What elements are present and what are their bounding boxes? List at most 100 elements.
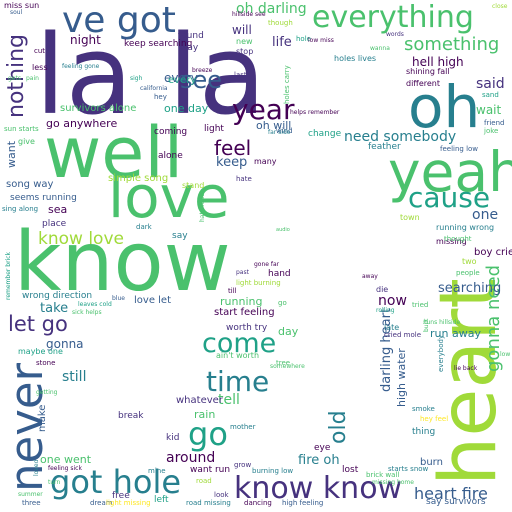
word-people: people <box>456 269 480 277</box>
word-love: love <box>108 163 230 231</box>
word-grow: grow <box>234 461 252 469</box>
word-hole: hole <box>296 35 311 43</box>
word-gone-far: gone far <box>254 261 280 268</box>
word-blue: blue <box>112 295 125 302</box>
word-hey-feel: hey feel <box>420 415 449 423</box>
word-pain: pain <box>26 75 39 82</box>
word-hate: hate <box>236 175 252 183</box>
word-burn: burn <box>420 457 443 468</box>
word-night: night <box>70 33 101 47</box>
word-low-note: low note <box>500 351 512 358</box>
word-take: take <box>40 301 69 316</box>
word-break: break <box>118 411 144 421</box>
word-wind: wind <box>276 127 293 135</box>
word-wrong-direction: wrong direction <box>22 291 93 301</box>
word-lost: lost <box>342 465 359 475</box>
word-whatever: whatever <box>176 395 223 406</box>
word-go-small: go <box>278 299 287 307</box>
word-away: away <box>362 273 378 280</box>
word-sigh: sigh <box>130 75 143 82</box>
word-oh: oh <box>408 73 481 141</box>
word-close: close <box>492 3 508 10</box>
word-every: every <box>164 71 198 85</box>
word-tree: tree <box>276 359 291 367</box>
word-running: running <box>220 295 263 308</box>
word-want: want <box>5 140 18 168</box>
word-said: said <box>476 76 505 92</box>
word-rolling: rolling <box>376 307 395 314</box>
word-helps-remember: helps remember <box>290 109 340 116</box>
word-running-wrong: running wrong <box>436 223 495 232</box>
word-die: die <box>376 285 389 294</box>
word-missing: missing <box>436 237 467 246</box>
word-hate-road: hate road <box>199 193 206 222</box>
word-burning-low: burning low <box>252 467 294 475</box>
word-joke: joke <box>484 127 499 135</box>
word-coming: coming <box>154 127 188 137</box>
word-need-somebody: need somebody <box>344 129 457 145</box>
word-boy-cried: boy cried <box>474 247 512 258</box>
word-left: left <box>154 495 169 505</box>
word-holes-lives: holes lives <box>334 54 377 63</box>
word-wanna: wanna <box>370 45 390 52</box>
word-worth-try: worth try <box>226 323 268 333</box>
word-everything: everything <box>312 0 474 35</box>
word-cut: cut <box>34 47 46 55</box>
word-mother: mother <box>230 423 256 431</box>
word-cried-mole: cried mole <box>384 331 421 339</box>
word-say-survivors: say survivors <box>426 497 486 507</box>
word-low-miss: low miss <box>308 37 334 44</box>
word-will: will <box>232 23 252 37</box>
word-light-missing: light missing <box>106 499 151 507</box>
word-life: life <box>272 35 292 50</box>
word-alone: alone <box>158 151 183 161</box>
word-gonna: gonna <box>46 337 84 351</box>
word-breeze: breeze <box>192 67 213 74</box>
word-feel: feel <box>214 136 252 160</box>
word-loved: loved <box>33 459 40 476</box>
word-far-side: far side <box>268 129 291 136</box>
word-feather: feather <box>368 142 401 152</box>
word-run-away: run away <box>430 327 481 340</box>
word-road: road <box>196 477 212 485</box>
word-miss-sun: miss sun <box>4 1 40 10</box>
word-light-burning: light burning <box>236 279 281 287</box>
word-wait: wait <box>476 103 502 117</box>
word-past: past <box>236 269 249 276</box>
word-leaves-cold: leaves cold <box>78 301 112 308</box>
word-town: town <box>400 213 420 222</box>
word-say: say <box>172 231 188 241</box>
word-though: though <box>268 19 293 27</box>
word-remember-brick: remember brick <box>5 252 12 300</box>
word-late: late <box>384 323 400 332</box>
word-sick-helps: sick helps <box>72 309 102 316</box>
word-go-big: go <box>188 415 228 453</box>
word-california: california <box>140 85 168 92</box>
word-shining-fall: shining fall <box>406 67 450 76</box>
word-seems-running: seems running <box>10 193 77 203</box>
word-love-let: love let <box>134 295 171 306</box>
word-kid: kid <box>166 433 180 443</box>
word-one-went: one went <box>40 453 92 466</box>
word-around: around <box>166 450 216 466</box>
word-way: way <box>180 43 199 53</box>
word-built: built <box>423 318 430 332</box>
word-hell-high: hell high <box>412 55 464 69</box>
word-day: day <box>278 325 299 338</box>
word-starts-snow: starts snow <box>388 465 429 473</box>
word-stand: stand <box>182 181 205 190</box>
word-stop: stop <box>236 47 254 56</box>
word-still: still <box>62 369 87 385</box>
word-fire-oh: fire oh <box>298 453 340 468</box>
word-thought: thought <box>444 235 472 243</box>
word-maybe-one: maybe one <box>18 347 63 356</box>
word-new: new <box>236 37 253 46</box>
word-see: see <box>180 66 223 94</box>
word-hillside-see: hillside see <box>232 11 266 18</box>
word-well: well <box>44 112 184 194</box>
word-one: one <box>472 207 499 223</box>
word-simple-song: simple song <box>108 173 169 184</box>
word-old: old <box>326 410 351 444</box>
word-let-go: let go <box>8 312 68 336</box>
